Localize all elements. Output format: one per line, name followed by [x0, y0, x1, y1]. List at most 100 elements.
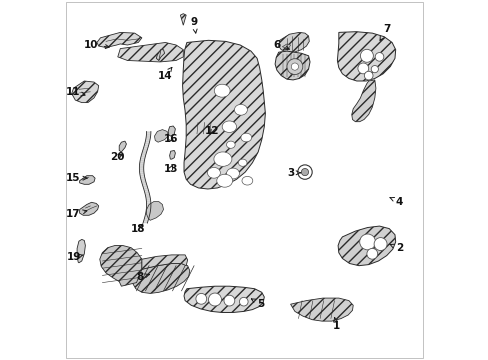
- Circle shape: [239, 297, 247, 306]
- Polygon shape: [144, 216, 149, 217]
- Polygon shape: [142, 184, 147, 186]
- Circle shape: [208, 293, 221, 306]
- Circle shape: [374, 53, 383, 61]
- Circle shape: [286, 59, 302, 75]
- Ellipse shape: [213, 152, 231, 166]
- Ellipse shape: [207, 167, 220, 178]
- Polygon shape: [142, 152, 146, 154]
- Polygon shape: [142, 150, 147, 152]
- Polygon shape: [72, 81, 99, 103]
- Polygon shape: [145, 195, 150, 197]
- Circle shape: [370, 66, 378, 73]
- Polygon shape: [144, 193, 149, 195]
- Ellipse shape: [238, 159, 246, 166]
- Polygon shape: [142, 182, 146, 184]
- Text: 3: 3: [287, 168, 300, 178]
- Text: 18: 18: [131, 224, 145, 234]
- Ellipse shape: [234, 104, 247, 115]
- Text: 19: 19: [66, 252, 83, 262]
- Polygon shape: [182, 40, 265, 189]
- Polygon shape: [146, 131, 151, 133]
- Polygon shape: [278, 32, 309, 52]
- Polygon shape: [119, 141, 126, 152]
- Text: 9: 9: [190, 17, 197, 33]
- Polygon shape: [154, 130, 168, 142]
- Ellipse shape: [241, 133, 251, 142]
- Polygon shape: [143, 189, 148, 192]
- Circle shape: [373, 238, 386, 251]
- Polygon shape: [100, 246, 142, 286]
- Polygon shape: [145, 141, 149, 143]
- Circle shape: [360, 49, 373, 62]
- Circle shape: [196, 293, 206, 304]
- Text: 15: 15: [66, 173, 87, 183]
- Ellipse shape: [226, 141, 235, 148]
- Polygon shape: [337, 32, 395, 81]
- Text: 5: 5: [251, 299, 264, 309]
- Polygon shape: [139, 163, 143, 165]
- Polygon shape: [146, 135, 150, 137]
- Text: 4: 4: [389, 197, 402, 207]
- Ellipse shape: [242, 176, 252, 185]
- Circle shape: [224, 295, 234, 306]
- Polygon shape: [139, 169, 143, 171]
- Polygon shape: [282, 44, 290, 49]
- Polygon shape: [180, 14, 186, 25]
- Polygon shape: [156, 50, 164, 60]
- Polygon shape: [144, 143, 149, 144]
- Text: 2: 2: [389, 243, 402, 253]
- Polygon shape: [351, 80, 375, 122]
- Ellipse shape: [226, 168, 239, 179]
- Ellipse shape: [216, 174, 232, 187]
- Circle shape: [366, 248, 377, 259]
- Ellipse shape: [222, 121, 236, 132]
- Polygon shape: [145, 214, 150, 216]
- Circle shape: [301, 168, 308, 176]
- Polygon shape: [146, 206, 151, 208]
- Text: 12: 12: [204, 126, 219, 136]
- Circle shape: [359, 234, 375, 250]
- Polygon shape: [145, 197, 150, 199]
- Polygon shape: [139, 165, 143, 167]
- Polygon shape: [140, 175, 144, 176]
- Polygon shape: [142, 221, 147, 223]
- Polygon shape: [143, 144, 148, 147]
- Polygon shape: [133, 264, 189, 293]
- Polygon shape: [191, 121, 216, 136]
- Polygon shape: [146, 133, 150, 135]
- Text: 7: 7: [379, 24, 389, 40]
- Polygon shape: [142, 186, 147, 188]
- Polygon shape: [141, 154, 146, 156]
- Polygon shape: [145, 139, 150, 141]
- Polygon shape: [140, 159, 144, 161]
- Polygon shape: [77, 239, 85, 263]
- Text: 16: 16: [163, 134, 178, 144]
- Polygon shape: [275, 51, 309, 80]
- Polygon shape: [146, 202, 163, 220]
- Polygon shape: [146, 204, 151, 206]
- Polygon shape: [142, 148, 147, 150]
- Polygon shape: [145, 137, 150, 139]
- Polygon shape: [141, 180, 145, 182]
- Polygon shape: [141, 156, 145, 158]
- Polygon shape: [146, 201, 150, 203]
- Polygon shape: [141, 178, 145, 180]
- Text: 20: 20: [110, 152, 125, 162]
- Polygon shape: [142, 255, 187, 269]
- Polygon shape: [118, 42, 183, 62]
- Circle shape: [357, 63, 368, 74]
- Polygon shape: [145, 212, 150, 214]
- Polygon shape: [140, 176, 144, 178]
- Polygon shape: [80, 202, 99, 215]
- Polygon shape: [140, 172, 144, 175]
- Text: 6: 6: [273, 40, 289, 50]
- Polygon shape: [97, 32, 142, 48]
- Polygon shape: [183, 286, 264, 312]
- Circle shape: [297, 165, 311, 179]
- Polygon shape: [139, 167, 143, 169]
- Polygon shape: [144, 217, 149, 220]
- Polygon shape: [290, 298, 352, 321]
- Text: 14: 14: [158, 67, 172, 81]
- Polygon shape: [337, 226, 395, 266]
- Text: 10: 10: [84, 40, 109, 50]
